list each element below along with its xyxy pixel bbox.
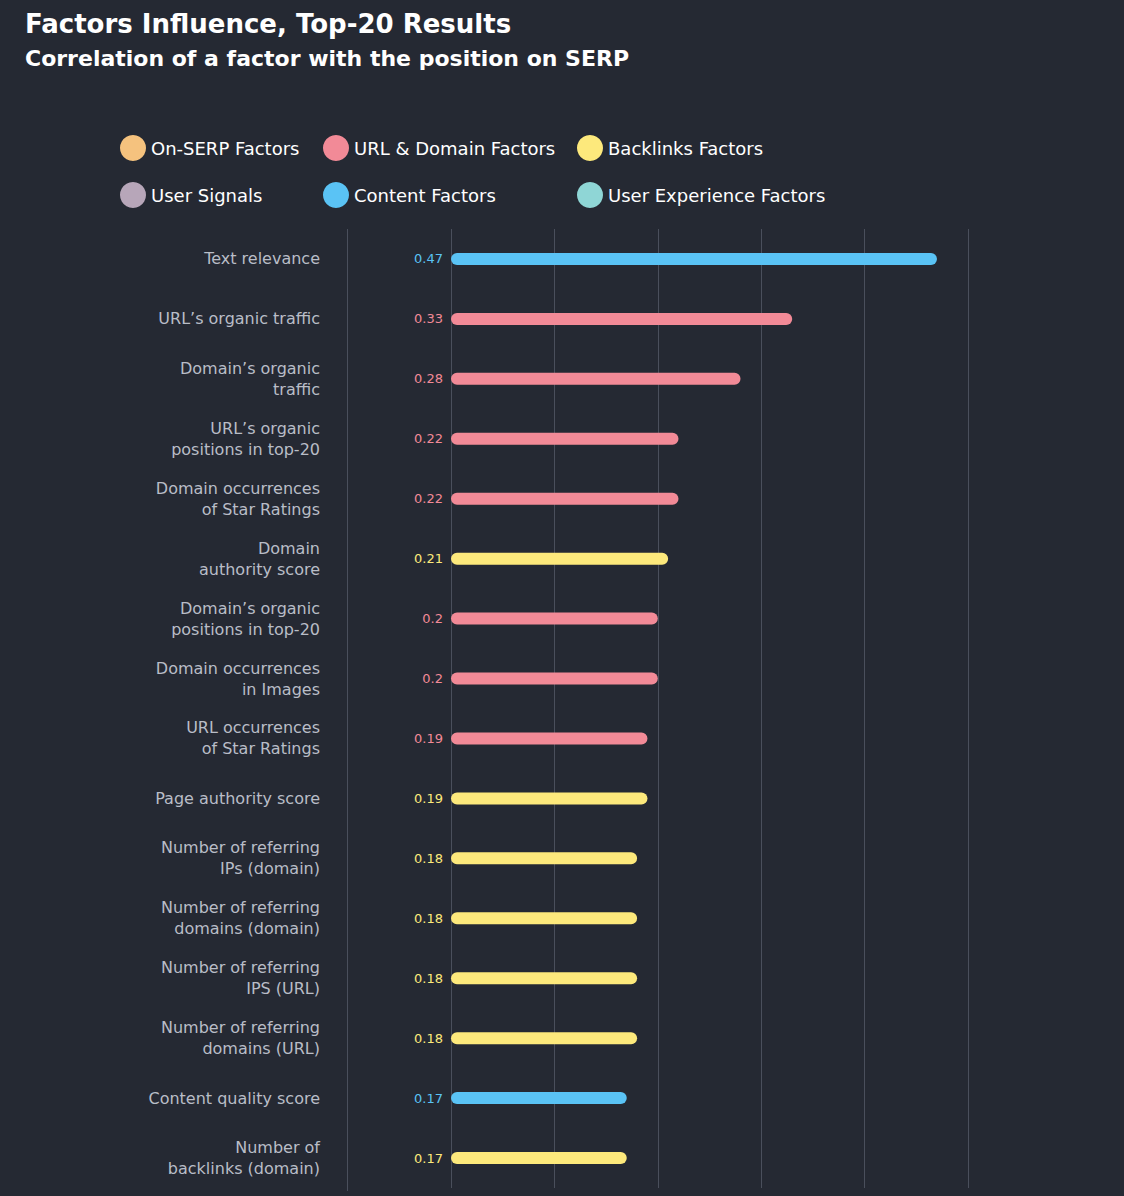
svg-text:Number of: Number of [235,1138,320,1157]
svg-text:Domain’s organic: Domain’s organic [180,599,320,618]
svg-text:On-SERP Factors: On-SERP Factors [151,138,299,159]
svg-text:authority score: authority score [199,560,320,579]
svg-text:0.33: 0.33 [414,311,443,326]
svg-text:Correlation of a factor with t: Correlation of a factor with the positio… [25,46,629,71]
svg-text:0.18: 0.18 [414,911,443,926]
svg-text:backlinks (domain): backlinks (domain) [168,1159,320,1178]
svg-text:Content Factors: Content Factors [354,185,496,206]
svg-text:Number of referring: Number of referring [161,958,320,977]
svg-text:Domain occurrences: Domain occurrences [156,479,320,498]
svg-text:0.28: 0.28 [414,371,443,386]
svg-text:in Images: in Images [242,680,320,699]
svg-text:URL’s organic: URL’s organic [210,419,320,438]
svg-text:IPS (URL): IPS (URL) [246,979,320,998]
svg-text:traffic: traffic [273,380,320,399]
svg-text:0.18: 0.18 [414,1031,443,1046]
svg-text:0.19: 0.19 [414,791,443,806]
svg-text:Number of referring: Number of referring [161,1018,320,1037]
svg-text:Page authority score: Page authority score [155,789,320,808]
svg-text:domains (domain): domains (domain) [174,919,320,938]
svg-text:0.47: 0.47 [414,251,443,266]
svg-text:URL & Domain Factors: URL & Domain Factors [354,138,555,159]
svg-text:URL’s organic traffic: URL’s organic traffic [158,309,320,328]
svg-text:Number of referring: Number of referring [161,838,320,857]
svg-text:Domain’s organic: Domain’s organic [180,359,320,378]
svg-text:Domain: Domain [258,539,320,558]
svg-text:0.21: 0.21 [414,551,443,566]
svg-text:0.22: 0.22 [414,491,443,506]
svg-text:0.17: 0.17 [414,1091,443,1106]
svg-text:0.18: 0.18 [414,851,443,866]
svg-text:0.2: 0.2 [422,671,443,686]
svg-text:positions in top-20: positions in top-20 [171,620,320,639]
svg-text:0.2: 0.2 [422,611,443,626]
svg-text:URL occurrences: URL occurrences [186,718,320,737]
svg-text:0.18: 0.18 [414,971,443,986]
svg-text:Text relevance: Text relevance [203,249,320,268]
svg-text:Factors Influence, Top-20 Resu: Factors Influence, Top-20 Results [25,9,511,39]
svg-text:Number of referring: Number of referring [161,898,320,917]
svg-text:of Star Ratings: of Star Ratings [202,739,320,758]
svg-text:Backlinks Factors: Backlinks Factors [608,138,763,159]
svg-text:0.17: 0.17 [414,1151,443,1166]
svg-text:0.19: 0.19 [414,731,443,746]
svg-text:positions in top-20: positions in top-20 [171,440,320,459]
svg-text:0.22: 0.22 [414,431,443,446]
svg-text:domains (URL): domains (URL) [202,1039,320,1058]
svg-text:IPs (domain): IPs (domain) [220,859,320,878]
svg-text:of Star Ratings: of Star Ratings [202,500,320,519]
svg-text:User Signals: User Signals [151,185,262,206]
svg-text:Domain occurrences: Domain occurrences [156,659,320,678]
svg-text:User Experience Factors: User Experience Factors [608,185,825,206]
svg-text:Content quality score: Content quality score [148,1089,320,1108]
